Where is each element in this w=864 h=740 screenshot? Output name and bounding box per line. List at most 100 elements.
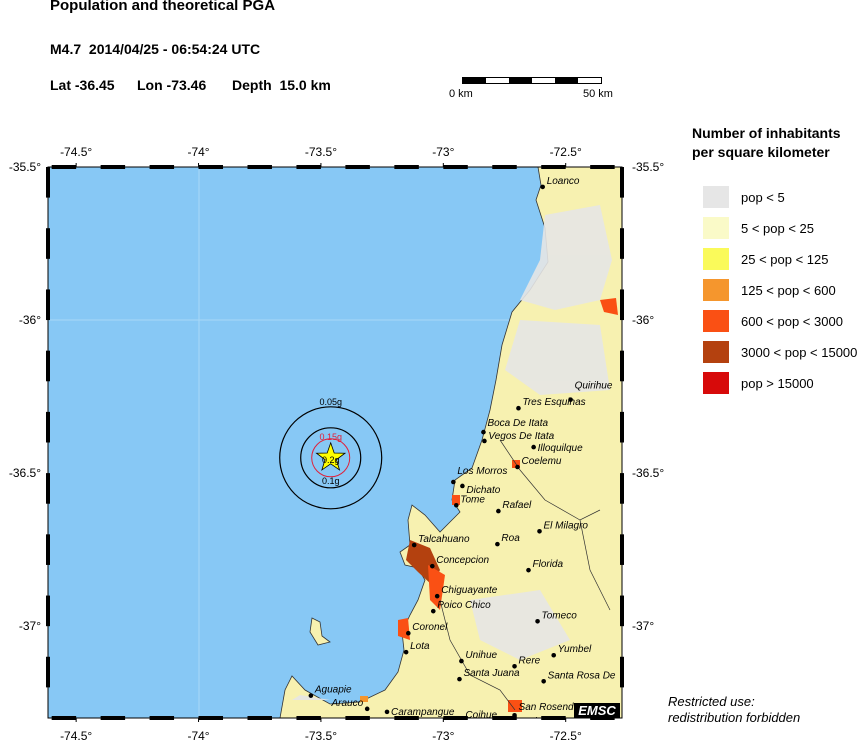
lon-tick-label: -72.5°	[550, 729, 582, 740]
frame-tick	[46, 289, 50, 321]
city-dot-icon	[457, 676, 462, 682]
lon-tick-label: -73.5°	[305, 145, 337, 159]
frame-tick	[443, 165, 468, 169]
city-dot-icon	[364, 706, 370, 712]
city-dot-icon	[430, 608, 436, 614]
city-dot-icon	[531, 444, 536, 450]
city-marker: Carampangue	[384, 707, 455, 718]
legend-swatch	[703, 186, 729, 208]
frame-tick	[394, 716, 419, 720]
city-marker: Talcahuano	[411, 534, 470, 548]
frame-tick	[590, 165, 615, 169]
legend-label: 125 < pop < 600	[741, 282, 836, 298]
city-marker: Yumbel	[551, 644, 592, 658]
legend-item: 3000 < pop < 15000	[703, 341, 857, 363]
city-label: Loanco	[547, 176, 580, 187]
lon-tick-label: -74.5°	[60, 729, 92, 740]
frame-tick	[492, 716, 517, 720]
figure-title: Population and theoretical PGA	[50, 0, 276, 14]
city-label: Coronel	[412, 622, 448, 633]
city-marker: Los Morros	[451, 466, 507, 485]
frame-tick	[100, 165, 126, 169]
legend-item: pop < 5	[703, 186, 785, 208]
frame-tick	[198, 716, 224, 720]
city-label: Chiguayante	[441, 585, 498, 596]
lon-tick-label: -73.5°	[305, 729, 337, 740]
frame-tick	[541, 165, 566, 169]
city-label: Santa Juana	[463, 668, 520, 679]
lon-tick-label: -74°	[187, 729, 209, 740]
city-label: Carampangue	[391, 707, 455, 718]
legend-swatch	[703, 341, 729, 363]
river	[439, 439, 611, 711]
city-dot-icon	[496, 508, 501, 514]
frame-tick	[443, 716, 468, 720]
pga-contour-label: 0.1g	[322, 476, 340, 486]
city-marker: Lota	[403, 641, 430, 655]
city-marker: Roa	[495, 533, 520, 547]
lat-tick-label: -36.5°	[9, 466, 41, 480]
pga-contour	[311, 438, 351, 478]
city-label: Illoquilque	[538, 443, 583, 454]
legend-item: 25 < pop < 125	[703, 248, 828, 270]
city-dot-icon	[411, 542, 417, 548]
city-dot-icon	[434, 593, 440, 599]
frame-tick	[149, 165, 175, 169]
city-label: Unihue	[465, 650, 497, 661]
city-label: Poico Chico	[437, 600, 491, 611]
city-dot-icon	[541, 678, 546, 684]
frame-tick	[620, 411, 624, 443]
city-label: Tome	[460, 494, 485, 505]
emsc-watermark: EMSC	[574, 703, 620, 718]
lat-tick-label: -36°	[19, 313, 41, 327]
event-depth: Depth 15.0 km	[232, 77, 331, 93]
legend-swatch	[703, 279, 729, 301]
lon-tick-label: -74.5°	[60, 145, 92, 159]
frame-tick	[46, 656, 50, 688]
usage-notice-line2: redistribution forbidden	[668, 710, 801, 725]
legend-label: 600 < pop < 3000	[741, 313, 843, 329]
city-label: Boca De Itata	[487, 418, 548, 429]
legend-title-line1: Number of inhabitants	[692, 125, 841, 141]
legend-swatch	[703, 372, 729, 394]
city-label: Laja	[523, 716, 542, 727]
city-label: El Milagro	[544, 520, 589, 531]
city-label: Yumbel	[558, 644, 592, 655]
lat-tick-label: -35.5°	[632, 160, 664, 174]
frame-tick	[46, 534, 50, 565]
city-marker: El Milagro	[537, 520, 589, 534]
frame-tick	[46, 228, 50, 259]
frame-tick	[620, 473, 624, 504]
city-label: Arauco	[331, 698, 364, 709]
city-label: Florida	[532, 559, 563, 570]
frame-tick	[620, 595, 624, 627]
star-icon	[315, 441, 347, 471]
city-label: Santa Rosa De	[548, 670, 616, 681]
lat-tick-label: -36°	[632, 313, 654, 327]
legend-item: 125 < pop < 600	[703, 279, 836, 301]
event-lat: Lat -36.45	[50, 77, 115, 93]
legend-label: pop < 5	[741, 189, 785, 205]
frame-tick	[492, 165, 517, 169]
city-marker: Santa Juana	[457, 668, 520, 682]
legend-item: 600 < pop < 3000	[703, 310, 843, 332]
legend-item: 5 < pop < 25	[703, 217, 814, 239]
frame-tick	[247, 165, 272, 169]
city-dot-icon	[568, 397, 573, 402]
city-label: Concepcion	[436, 555, 489, 566]
city-label: Los Morros	[457, 466, 507, 477]
lon-tick-label: -72.5°	[550, 145, 582, 159]
city-label: Quirihue	[575, 381, 613, 392]
lon-tick-label: -74°	[187, 145, 209, 159]
city-marker: Coelemu	[515, 456, 562, 470]
city-label: Lota	[410, 641, 430, 652]
frame-tick	[296, 716, 321, 720]
city-dot-icon	[535, 618, 540, 624]
land-island	[309, 617, 331, 646]
city-label: Rere	[519, 655, 541, 666]
city-label: Rafael	[502, 500, 532, 511]
lat-tick-label: -37°	[632, 619, 654, 633]
city-marker: Boca De Itata	[481, 418, 548, 435]
city-marker: Santa Rosa De	[541, 670, 616, 684]
